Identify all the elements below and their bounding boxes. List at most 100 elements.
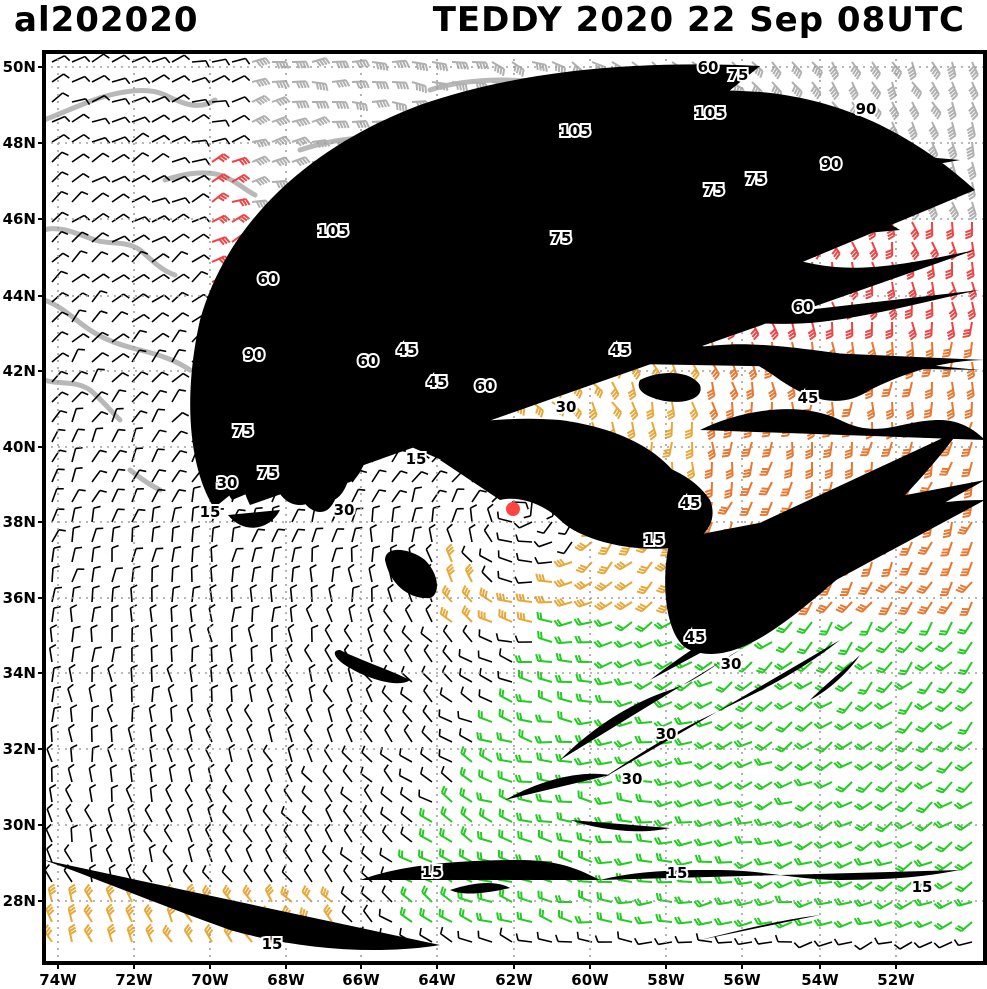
barb-flag (217, 196, 225, 202)
barb-flag (398, 82, 403, 90)
barb-flag (241, 158, 248, 165)
barb-flag (421, 85, 424, 93)
barb-flag (950, 314, 958, 321)
barb-flag (184, 175, 191, 183)
barb-flag (968, 311, 975, 318)
barb-shaft (529, 501, 533, 517)
barb-flag (885, 331, 893, 337)
wind-barb (271, 116, 291, 127)
barb-flag (828, 65, 835, 73)
barb-flag (830, 68, 837, 75)
barb-flag (710, 411, 717, 418)
wind-barb (91, 273, 110, 283)
barb-shaft (71, 370, 82, 383)
barb-flag (968, 194, 976, 201)
barb-flag (722, 451, 730, 455)
barb-flag (205, 99, 211, 107)
barb-flag (381, 81, 387, 90)
wind-barb (686, 461, 696, 481)
wind-barb (51, 92, 70, 103)
barb-flag (804, 395, 812, 400)
wind-barb (111, 213, 130, 223)
barb-flag (888, 105, 895, 113)
wind-barb (91, 469, 108, 483)
barb-flag (927, 274, 935, 281)
barb-flag (885, 328, 893, 334)
barb-flag (285, 61, 290, 69)
wind-barb (828, 61, 840, 81)
barb-shaft (171, 233, 185, 243)
barb-shaft (171, 115, 185, 123)
wind-barb (685, 441, 694, 460)
barb-flag (870, 85, 876, 93)
barb-shaft (71, 153, 84, 163)
barb-flag (943, 368, 951, 372)
barb-flag (440, 470, 448, 474)
barb-flag (183, 233, 190, 239)
barb-shaft (111, 372, 124, 383)
barb-flag (904, 311, 913, 317)
barb-flag (217, 176, 225, 183)
barb-flag (885, 335, 893, 340)
barb-flag (889, 311, 897, 318)
barb-flag (401, 60, 407, 68)
wind-barb (51, 291, 70, 303)
barb-flag (908, 288, 915, 295)
barb-flag (572, 407, 579, 415)
wind-barb (131, 152, 150, 163)
barb-flag (142, 152, 150, 157)
wind-barb (431, 81, 449, 91)
barb-shaft (171, 75, 185, 83)
barb-flag (968, 105, 975, 112)
barb-flag (64, 55, 71, 62)
wind-barb (231, 114, 251, 123)
wind-barb (151, 95, 171, 103)
barb-flag (761, 434, 769, 438)
wind-barb (725, 461, 734, 480)
barb-flag (760, 490, 768, 493)
barb-flag (415, 62, 420, 70)
barb-flag (805, 451, 813, 457)
barb-flag (969, 214, 977, 221)
wind-barb (251, 77, 271, 88)
barb-flag (764, 371, 772, 376)
wind-barb (111, 274, 131, 283)
barb-flag (795, 69, 801, 77)
barb-flag (338, 80, 345, 88)
wind-barb (966, 161, 977, 181)
barb-flag (741, 454, 749, 458)
barb-flag (972, 94, 979, 101)
wind-barb (291, 156, 311, 167)
wind-barb (791, 61, 803, 79)
wind-barb (71, 231, 89, 243)
barb-flag (870, 314, 878, 321)
barb-flag (906, 415, 914, 420)
wind-barb (709, 401, 719, 421)
barb-flag (263, 115, 271, 122)
barb-flag (301, 61, 307, 69)
barb-flag (315, 119, 322, 127)
wind-barb (551, 401, 565, 417)
wind-barb (151, 469, 167, 483)
barb-flag (217, 156, 225, 163)
barb-flag (458, 62, 463, 70)
barb-flag (924, 388, 933, 394)
barb-flag (61, 391, 69, 396)
wind-barb (131, 293, 150, 303)
wind-barb (51, 331, 69, 343)
barb-flag (925, 228, 933, 234)
barb-shaft (191, 271, 203, 283)
barb-flag (631, 367, 638, 375)
barb-flag (122, 372, 130, 377)
wind-barb (291, 136, 311, 147)
barb-flag (281, 80, 287, 88)
barb-flag (924, 328, 932, 333)
barb-shaft (171, 54, 185, 63)
wind-barb (925, 341, 934, 360)
wind-barb (91, 310, 108, 323)
barb-flag (904, 308, 913, 314)
barb-flag (950, 154, 958, 161)
barb-flag (946, 125, 954, 132)
wind-barb (311, 57, 331, 67)
wind-barb (71, 133, 90, 143)
